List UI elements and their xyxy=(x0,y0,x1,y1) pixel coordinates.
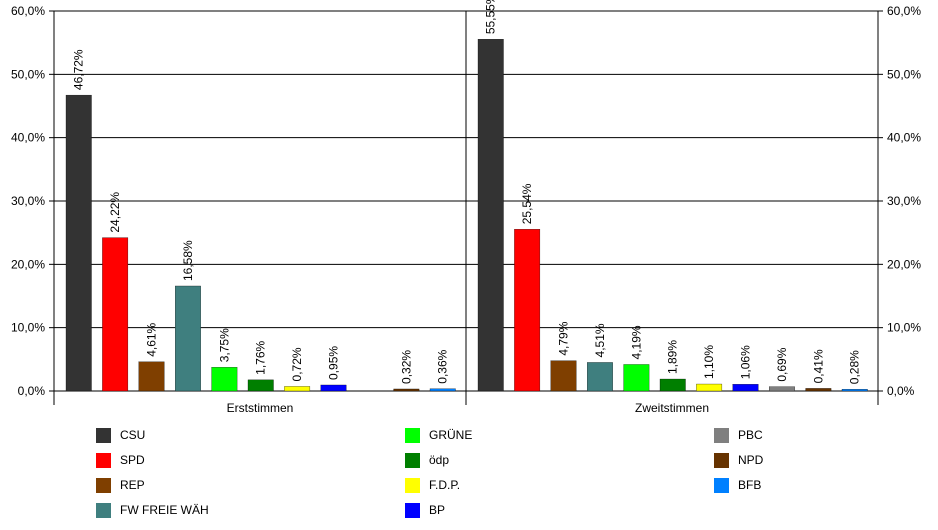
bar xyxy=(841,389,868,392)
data-label: 25,54% xyxy=(520,183,534,224)
y-tick-label-left: 60,0% xyxy=(11,4,45,18)
bar xyxy=(102,237,129,392)
y-tick-label-right: 20,0% xyxy=(887,257,921,271)
y-tick-label-left: 50,0% xyxy=(11,67,45,81)
bar xyxy=(429,388,456,392)
bar xyxy=(659,378,686,392)
data-label: 3,75% xyxy=(217,328,231,362)
data-label: 1,76% xyxy=(254,340,268,374)
data-label: 0,69% xyxy=(775,347,789,381)
bar xyxy=(138,361,165,392)
bar xyxy=(550,360,577,392)
data-label: 1,10% xyxy=(702,345,716,379)
axes: 0,0% 0,0% 10,0% 10,0% 20,0% 20,0% 30,0% 30,0% 40… xyxy=(11,4,921,415)
data-label: 0,95% xyxy=(327,346,341,380)
data-label: 24,22% xyxy=(108,192,122,233)
bar xyxy=(320,384,347,392)
data-label: 1,89% xyxy=(666,340,680,374)
bar xyxy=(65,94,92,392)
y-tick-label-right: 0,0% xyxy=(887,384,915,398)
bar xyxy=(805,388,832,392)
bar xyxy=(769,386,795,392)
data-label: 0,41% xyxy=(811,349,825,383)
bar xyxy=(247,379,274,392)
data-label: 0,32% xyxy=(399,350,413,384)
bar xyxy=(696,383,723,392)
data-label: 4,51% xyxy=(593,323,607,357)
data-label: 0,72% xyxy=(290,347,304,381)
y-tick-label-right: 50,0% xyxy=(887,67,921,81)
data-label: 46,72% xyxy=(72,49,86,90)
bar xyxy=(732,384,759,392)
y-tick-label-left: 20,0% xyxy=(11,257,45,271)
bar xyxy=(175,285,201,392)
x-category-label: Zweitstimmen xyxy=(635,401,709,415)
data-label: 55,55% xyxy=(484,0,498,34)
bar xyxy=(393,388,420,392)
bar xyxy=(514,229,541,392)
bar xyxy=(211,367,238,392)
y-tick-label-right: 30,0% xyxy=(887,194,921,208)
data-label: 0,28% xyxy=(848,350,862,384)
data-label: 4,79% xyxy=(557,321,571,355)
y-tick-label-right: 10,0% xyxy=(887,321,921,335)
y-tick-label-left: 30,0% xyxy=(11,194,45,208)
data-label: 4,19% xyxy=(629,325,643,359)
y-tick-label-left: 10,0% xyxy=(11,321,45,335)
y-tick-label-left: 0,0% xyxy=(18,384,46,398)
data-labels: 46,72% 24,22% 4,61% 16,58% 3,75% 1,76% 0,72% 0,… xyxy=(72,0,862,384)
bar xyxy=(477,39,504,392)
data-label: 16,58% xyxy=(181,240,195,281)
y-tick-label-left: 40,0% xyxy=(11,131,45,145)
bar xyxy=(587,362,613,392)
bars xyxy=(65,39,868,392)
bar xyxy=(284,386,311,392)
y-tick-label-right: 40,0% xyxy=(887,131,921,145)
data-label: 1,06% xyxy=(739,345,753,379)
x-category-label: Erststimmen xyxy=(227,401,294,415)
y-tick-label-right: 60,0% xyxy=(887,4,921,18)
data-label: 4,61% xyxy=(145,322,159,356)
data-label: 0,36% xyxy=(436,349,450,383)
bar xyxy=(623,364,650,392)
